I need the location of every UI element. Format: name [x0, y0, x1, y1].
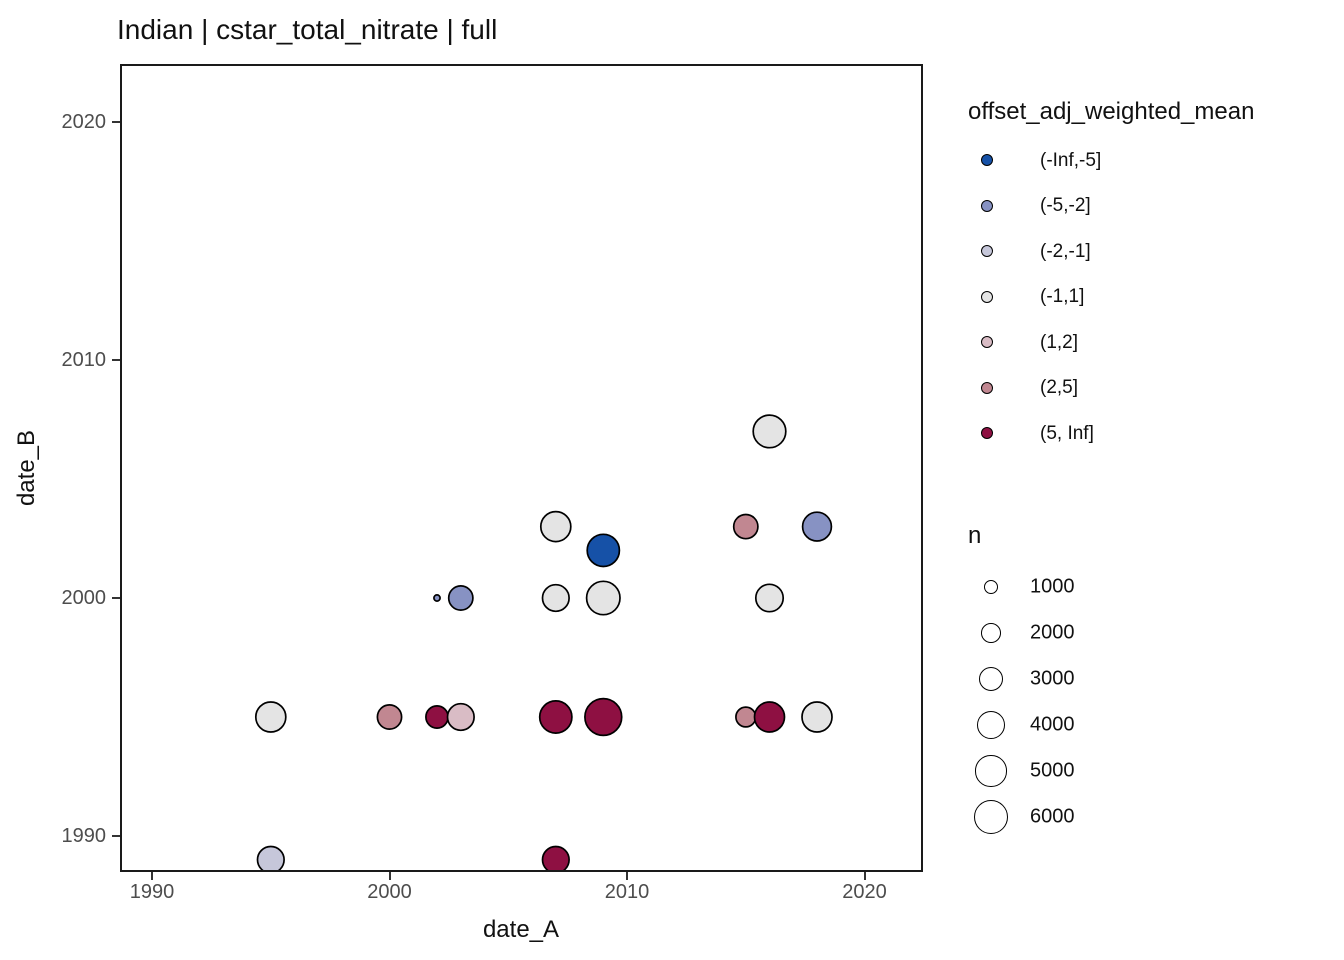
size-legend-circle-icon — [975, 755, 1007, 787]
data-point — [425, 705, 449, 729]
x-tick-label: 2000 — [367, 881, 412, 903]
size-legend-label: 4000 — [1030, 713, 1075, 736]
color-legend-label: (-5,-2] — [1040, 195, 1091, 217]
y-tick-label: 2020 — [61, 111, 107, 133]
data-point — [801, 701, 833, 733]
color-legend-swatch-icon — [981, 199, 993, 212]
color-legend-item: (1,2] — [968, 320, 1328, 366]
color-legend-label: (5, Inf] — [1040, 422, 1094, 444]
data-point — [446, 702, 475, 732]
size-legend-item: 2000 — [968, 610, 1328, 656]
size-legend-label: 3000 — [1030, 667, 1075, 690]
color-legend-item: (-2,-1] — [968, 229, 1328, 275]
y-tick-label: 1990 — [61, 825, 107, 847]
data-point — [538, 700, 573, 734]
color-legend-label: (2,5] — [1040, 377, 1079, 399]
data-point — [433, 594, 441, 602]
color-legend-item: (5, Inf] — [968, 411, 1328, 457]
x-tick-mark — [626, 872, 628, 880]
chart-title: Indian | cstar_total_nitrate | full — [117, 14, 498, 45]
size-legend-item: 1000 — [968, 564, 1328, 610]
size-legend-label: 1000 — [1030, 575, 1075, 598]
data-point — [801, 511, 833, 542]
y-tick-mark — [112, 835, 120, 837]
size-legend-circle-icon — [978, 666, 1004, 692]
x-tick-mark — [388, 872, 391, 880]
y-tick-mark — [112, 121, 120, 123]
y-axis-title: date_B — [13, 429, 40, 507]
color-legend-label: (-Inf,-5] — [1040, 149, 1102, 171]
size-legend-circle-icon — [976, 711, 1005, 740]
data-point — [541, 845, 570, 872]
color-legend-label: (-1,1] — [1040, 286, 1085, 308]
data-point — [732, 513, 759, 540]
color-legend-swatch-icon — [981, 336, 993, 349]
size-legend-item: 5000 — [968, 748, 1328, 794]
y-tick-label: 2000 — [61, 587, 107, 609]
x-tick-label: 1990 — [129, 881, 175, 903]
color-legend-swatch-icon — [981, 427, 993, 440]
data-point — [586, 533, 621, 568]
color-legend-label: (1,2] — [1040, 331, 1079, 353]
data-point — [585, 580, 621, 616]
size-legend-label: 6000 — [1030, 805, 1075, 828]
data-point — [584, 697, 623, 737]
size-legend-item: 3000 — [968, 656, 1328, 702]
color-legend-swatch-icon — [981, 381, 993, 394]
color-legend-title: offset_adj_weighted_mean — [968, 98, 1255, 125]
size-legend-item: 4000 — [968, 702, 1328, 748]
color-legend-swatch-icon — [981, 154, 993, 167]
data-point — [539, 510, 572, 543]
data-point — [254, 701, 287, 733]
size-legend-label: 5000 — [1030, 759, 1075, 782]
y-tick-mark — [112, 359, 120, 361]
y-tick-mark — [112, 597, 120, 599]
x-tick-label: 2010 — [604, 881, 650, 903]
size-legend-circle-icon — [973, 799, 1009, 835]
x-tick-mark — [863, 872, 866, 880]
size-legend-label: 2000 — [1030, 621, 1075, 644]
size-legend-circle-icon — [981, 623, 1001, 643]
color-legend-swatch-icon — [981, 290, 993, 303]
x-axis-title: date_A — [482, 916, 560, 943]
color-legend-item: (-5,-2] — [968, 184, 1328, 230]
y-tick-label: 2010 — [61, 349, 107, 371]
color-legend-item: (2,5] — [968, 366, 1328, 412]
data-point — [447, 585, 474, 611]
data-point — [376, 704, 403, 730]
color-legend-swatch-icon — [981, 245, 993, 258]
size-legend-title: n — [968, 522, 982, 549]
color-legend: (-Inf,-5] (-5,-2] (-2,-1] (-1,1] (1,2] (2,5] (… — [968, 138, 1328, 457]
x-tick-mark — [151, 872, 153, 880]
data-point — [752, 414, 787, 449]
x-tick-label: 2020 — [842, 881, 887, 903]
size-legend: 1000 2000 3000 4000 5000 6000 — [968, 564, 1328, 840]
data-point — [256, 845, 285, 872]
data-point — [753, 701, 786, 733]
size-legend-item: 6000 — [968, 794, 1328, 840]
color-legend-item: (-Inf,-5] — [968, 138, 1328, 184]
plot-panel — [254, 414, 833, 872]
size-legend-circle-icon — [983, 580, 998, 594]
data-point — [754, 583, 785, 613]
color-legend-item: (-1,1] — [968, 275, 1328, 321]
color-legend-label: (-2,-1] — [1040, 240, 1091, 262]
data-point — [541, 583, 570, 613]
data-point — [735, 706, 757, 728]
